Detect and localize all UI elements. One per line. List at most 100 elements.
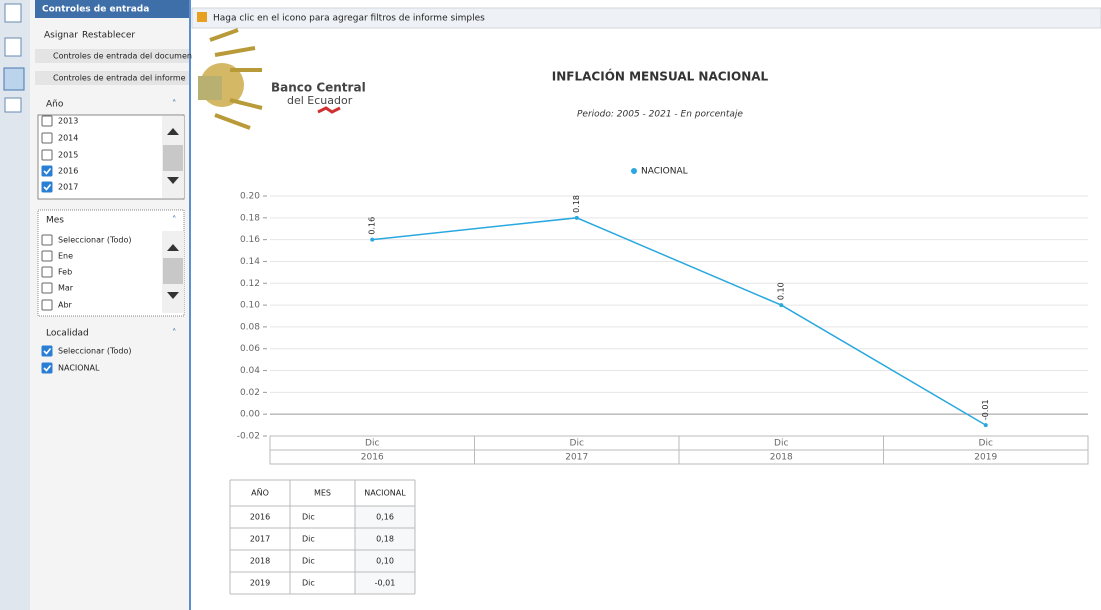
x-group-label: 2016 bbox=[361, 453, 384, 463]
data-label: 0.18 bbox=[572, 195, 581, 213]
filter-option[interactable]: Seleccionar (Todo) bbox=[58, 236, 132, 245]
icon-document[interactable] bbox=[4, 3, 22, 23]
section-label[interactable]: Controles de entrada del informe bbox=[53, 74, 186, 83]
table-cell: 0,16 bbox=[376, 513, 394, 522]
filter-option[interactable]: 2014 bbox=[58, 134, 78, 143]
table-cell: 2019 bbox=[250, 579, 270, 588]
filter-option[interactable]: Feb bbox=[58, 268, 72, 277]
scroll-arrow[interactable] bbox=[167, 128, 179, 135]
checkbox[interactable] bbox=[41, 234, 53, 246]
collapse-icon: ˄ bbox=[172, 100, 177, 110]
data-label: -0.01 bbox=[981, 399, 990, 420]
checkbox[interactable] bbox=[41, 266, 53, 278]
y-tick-label: 0.06 bbox=[240, 344, 260, 354]
scroll-arrow[interactable] bbox=[167, 244, 179, 251]
checkbox[interactable] bbox=[41, 115, 53, 127]
table-header: MES bbox=[314, 489, 331, 498]
filter-option[interactable]: Ene bbox=[58, 252, 73, 261]
check bbox=[43, 184, 52, 191]
icon-strip bbox=[0, 0, 30, 610]
section-row[interactable] bbox=[35, 71, 190, 85]
y-tick-label: 0.20 bbox=[240, 192, 260, 202]
data-label: 0.16 bbox=[368, 217, 377, 235]
table-cell: Dic bbox=[302, 513, 315, 522]
checkbox[interactable] bbox=[41, 282, 53, 294]
filter-option[interactable]: NACIONAL bbox=[58, 364, 100, 373]
filter-label: Mes bbox=[46, 216, 64, 226]
section-row[interactable] bbox=[35, 49, 190, 63]
checkbox[interactable] bbox=[41, 299, 53, 311]
table-cell: 2018 bbox=[250, 557, 270, 566]
y-tick-label: 0.00 bbox=[240, 410, 260, 420]
table-cell: 0,10 bbox=[376, 557, 394, 566]
filter-option[interactable]: Seleccionar (Todo) bbox=[58, 347, 132, 356]
filter-option[interactable]: Abr bbox=[58, 301, 73, 310]
checkbox[interactable] bbox=[41, 362, 53, 374]
sidebar-title: Controles de entrada bbox=[42, 5, 149, 15]
chart-title: INFLACIÓN MENSUAL NACIONAL bbox=[552, 69, 769, 84]
y-tick-label: 0.04 bbox=[240, 366, 260, 376]
checkbox[interactable] bbox=[41, 345, 53, 357]
y-tick-label: 0.12 bbox=[240, 279, 260, 289]
checkbox[interactable] bbox=[41, 132, 53, 144]
chart-subtitle: Periodo: 2005 - 2021 - En porcentaje bbox=[577, 110, 743, 120]
filter-listbox bbox=[37, 114, 185, 200]
filter-option[interactable]: 2013 bbox=[58, 117, 78, 126]
toolbar-hint: Haga clic en el icono para agregar filtr… bbox=[213, 14, 485, 24]
legend-label: NACIONAL bbox=[641, 167, 688, 177]
filter-option[interactable]: 2017 bbox=[58, 183, 78, 192]
x-group-label: 2018 bbox=[770, 453, 793, 463]
section-label[interactable]: Controles de entrada del documen bbox=[53, 52, 192, 61]
y-tick-label: 0.08 bbox=[240, 322, 260, 332]
x-tick-label: Dic bbox=[979, 439, 993, 449]
filter-label: Localidad bbox=[46, 329, 89, 339]
checkbox[interactable] bbox=[41, 250, 53, 262]
logo-text: Banco Central bbox=[271, 81, 366, 95]
filter-option[interactable]: Mar bbox=[58, 284, 74, 293]
icon-structure[interactable] bbox=[4, 37, 22, 57]
data-point bbox=[983, 423, 988, 428]
sidebar-header bbox=[35, 0, 190, 18]
table-cell: 0,18 bbox=[376, 535, 394, 544]
scroll-thumb[interactable] bbox=[163, 258, 183, 284]
icon-help[interactable] bbox=[4, 97, 22, 113]
checkbox[interactable] bbox=[41, 149, 53, 161]
data-point bbox=[574, 215, 579, 220]
sidebar-action[interactable]: Asignar bbox=[44, 31, 78, 41]
table-cell: Dic bbox=[302, 535, 315, 544]
table-cell: 2017 bbox=[250, 535, 270, 544]
toolbar bbox=[191, 7, 1101, 29]
y-tick-label: -0.02 bbox=[237, 432, 260, 442]
checkbox[interactable] bbox=[41, 181, 53, 193]
icon-input-controls[interactable] bbox=[3, 67, 25, 91]
legend-marker bbox=[631, 168, 637, 174]
x-group-label: 2017 bbox=[565, 453, 588, 463]
logo-text: del Ecuador bbox=[287, 94, 353, 107]
table-header: NACIONAL bbox=[364, 489, 406, 498]
table-cell: Dic bbox=[302, 579, 315, 588]
scroll-thumb[interactable] bbox=[163, 145, 183, 171]
filter-option[interactable]: 2016 bbox=[58, 167, 78, 176]
table-cell: Dic bbox=[302, 557, 315, 566]
data-point bbox=[370, 237, 375, 242]
x-tick-label: Dic bbox=[365, 439, 379, 449]
data-point bbox=[779, 303, 784, 308]
filter-icon[interactable] bbox=[197, 12, 207, 22]
x-tick-label: Dic bbox=[570, 439, 584, 449]
scroll-arrow[interactable] bbox=[167, 177, 179, 184]
check bbox=[43, 168, 52, 175]
collapse-icon: ˄ bbox=[172, 329, 177, 339]
filter-label: Año bbox=[46, 100, 64, 110]
scroll-arrow[interactable] bbox=[167, 292, 179, 299]
y-tick-label: 0.10 bbox=[240, 301, 260, 311]
filter-option[interactable]: 2015 bbox=[58, 151, 78, 160]
y-tick-label: 0.02 bbox=[240, 388, 260, 398]
filter-panel bbox=[37, 209, 185, 317]
table-cell: 2016 bbox=[250, 513, 270, 522]
sidebar-action[interactable]: Restablecer bbox=[82, 31, 135, 41]
checkbox[interactable] bbox=[41, 165, 53, 177]
check bbox=[43, 348, 52, 355]
data-label: 0.10 bbox=[777, 282, 786, 300]
series-line bbox=[372, 217, 987, 426]
